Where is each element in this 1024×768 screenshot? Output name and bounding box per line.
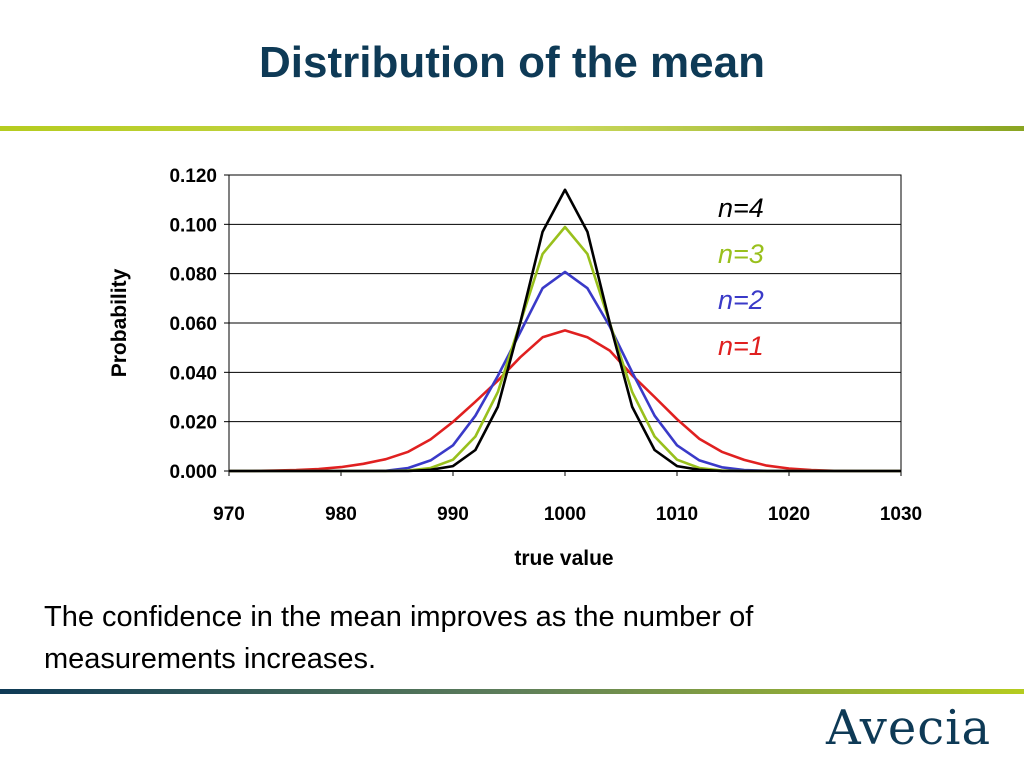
y-tick-label: 0.120 [169,166,217,187]
x-tick-label: 990 [437,504,469,525]
x-tick-label: 1030 [880,504,922,525]
y-axis-title: Probability [108,268,131,377]
x-tick-label: 1010 [656,504,698,525]
slide-caption: The confidence in the mean improves as t… [44,601,754,675]
bottom-divider [0,689,1024,694]
legend-entry: n=2 [718,285,764,315]
y-tick-label: 0.100 [169,215,217,236]
legend-backdrop [710,234,808,268]
series-line [229,329,901,473]
series-line [229,188,901,473]
legend-entry: n=4 [718,193,764,223]
x-tick-labels: 970 980 990 1000 1010 1020 1030 [213,504,922,525]
y-tick-labels: 0.000 0.020 0.040 0.060 0.080 0.100 0.120 [169,166,217,483]
x-tick-label: 970 [213,504,245,525]
y-tick-label: 0.060 [169,314,217,335]
slide-title: Distribution of the mean [259,38,765,87]
avecia-logo: Avecia [826,700,992,756]
x-tick-label: 1020 [768,504,810,525]
series-lines [229,188,901,473]
legend: n=4 n=3 n=2 n=1 [710,188,808,361]
legend-backdrop [710,188,808,222]
x-axis-title: true value [514,547,613,570]
legend-entry: n=3 [718,239,764,269]
legend-backdrop [710,280,808,314]
y-tick-label: 0.020 [169,413,217,434]
legend-entry: n=1 [718,331,764,361]
x-tick-label: 980 [325,504,357,525]
top-divider [0,126,1024,131]
y-tick-label: 0.040 [169,363,217,384]
x-tick-label: 1000 [544,504,586,525]
legend-backdrop [710,326,808,360]
y-tick-label: 0.000 [169,462,217,483]
y-tick-label: 0.080 [169,265,217,286]
